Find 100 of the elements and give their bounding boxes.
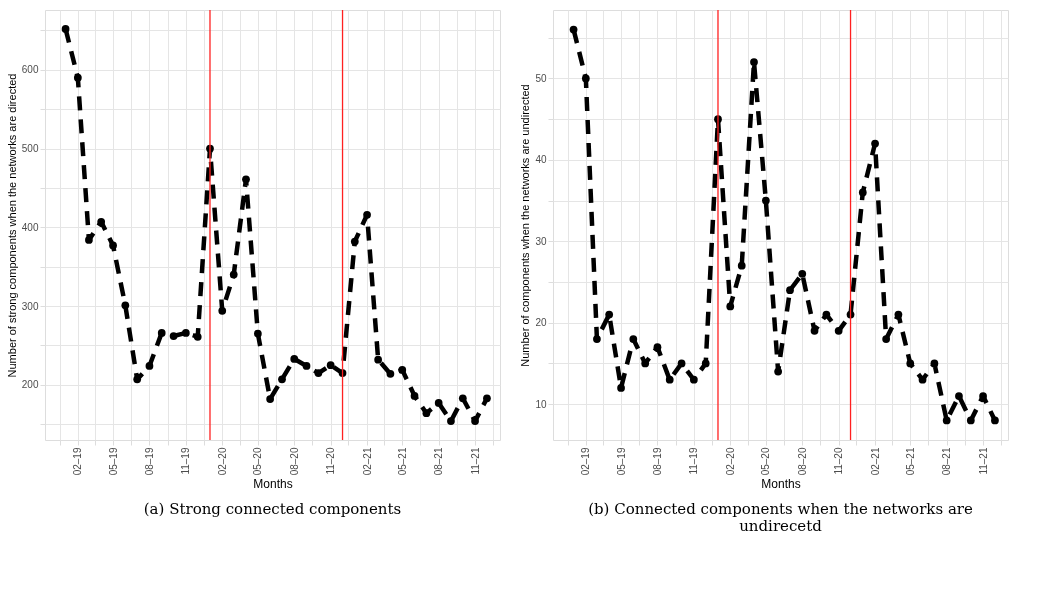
x-tick-label: 02–19 xyxy=(580,447,592,476)
point xyxy=(942,416,951,425)
point xyxy=(121,301,130,310)
point xyxy=(374,355,383,364)
x-tick-label: 05–20 xyxy=(760,447,772,476)
point xyxy=(761,196,770,205)
point xyxy=(906,359,915,368)
point xyxy=(447,417,455,425)
point xyxy=(822,310,831,319)
point xyxy=(665,375,674,384)
point xyxy=(145,362,154,370)
point xyxy=(422,409,431,418)
point xyxy=(363,210,371,219)
point xyxy=(617,384,625,392)
point xyxy=(398,366,407,374)
point xyxy=(689,375,698,384)
y-tick-label: 500 xyxy=(21,143,39,155)
x-tick-label: 05–21 xyxy=(396,447,408,476)
point xyxy=(774,367,782,376)
x-tick-label: 05–19 xyxy=(615,447,627,476)
point xyxy=(483,394,491,403)
y-axis-title: Number of components when the networks are undirected xyxy=(519,84,532,367)
point xyxy=(458,394,467,403)
point xyxy=(85,236,93,244)
y-axis-title: Number of strong components when the networks are directed xyxy=(5,73,18,378)
point xyxy=(966,416,975,425)
point xyxy=(157,329,166,337)
x-tick-label: 02–20 xyxy=(724,447,736,476)
y-tick-label: 300 xyxy=(21,300,39,312)
point xyxy=(326,361,335,370)
point xyxy=(314,369,323,377)
x-tick-label: 02–21 xyxy=(361,447,373,476)
point xyxy=(350,237,359,246)
point xyxy=(894,310,903,319)
point xyxy=(278,375,286,384)
y-tick-label: 30 xyxy=(535,235,547,247)
y-tick-label: 20 xyxy=(535,317,547,329)
y-tick-label: 600 xyxy=(21,64,39,76)
point xyxy=(593,335,601,343)
text: (b) Connected components when the networks are undirecetd xyxy=(588,499,973,535)
y-tick-label: 40 xyxy=(535,154,547,166)
point xyxy=(181,329,190,337)
point xyxy=(410,392,419,400)
point xyxy=(109,241,117,250)
point xyxy=(253,329,262,338)
x-tick-label: 11–20 xyxy=(325,447,337,475)
x-tick-label: 02–19 xyxy=(72,447,84,476)
point xyxy=(229,270,238,279)
point xyxy=(266,395,274,403)
x-tick-label: 08–21 xyxy=(433,447,445,476)
point xyxy=(193,332,202,341)
text: (a) Strong connected components xyxy=(143,499,402,518)
x-tick-label: 11–19 xyxy=(688,447,700,475)
x-tick-label: 05–19 xyxy=(107,447,119,476)
point xyxy=(701,359,710,368)
point xyxy=(834,327,843,335)
x-tick-label: 08–19 xyxy=(143,447,155,476)
point xyxy=(133,375,142,384)
point xyxy=(750,58,758,66)
point xyxy=(605,310,614,319)
y-tick-label: 200 xyxy=(21,379,39,391)
point xyxy=(653,343,662,352)
point xyxy=(991,416,999,425)
point xyxy=(218,306,227,315)
x-tick-label: 08–19 xyxy=(651,447,663,476)
point xyxy=(629,335,638,343)
point xyxy=(737,261,746,270)
point xyxy=(786,286,794,295)
x-tick-label: 11–20 xyxy=(833,447,845,475)
y-tick-label: 400 xyxy=(21,221,39,233)
x-axis-title: Months xyxy=(253,477,293,492)
point xyxy=(677,359,686,368)
x-tick-label: 02–21 xyxy=(869,447,881,476)
point xyxy=(918,375,927,384)
point xyxy=(434,399,443,407)
y-tick-label: 50 xyxy=(535,72,547,84)
y-tick-label: 10 xyxy=(535,398,547,410)
point xyxy=(386,369,395,378)
point xyxy=(930,359,939,368)
x-tick-label: 11–21 xyxy=(469,447,481,475)
point xyxy=(302,362,311,370)
x-tick-label: 11–21 xyxy=(977,447,989,475)
x-axis-title: Months xyxy=(761,477,801,492)
x-tick-label: 05–20 xyxy=(252,447,264,476)
point xyxy=(882,335,891,343)
x-tick-label: 02–20 xyxy=(216,447,228,476)
x-tick-label: 05–21 xyxy=(904,447,916,476)
point xyxy=(798,270,807,278)
point xyxy=(242,175,250,184)
point xyxy=(73,73,82,82)
x-tick-label: 08–20 xyxy=(796,447,808,476)
x-tick-label: 11–19 xyxy=(180,447,192,475)
point xyxy=(979,392,987,400)
point xyxy=(871,139,879,148)
point xyxy=(955,392,963,400)
point xyxy=(169,332,178,340)
x-tick-label: 08–20 xyxy=(288,447,300,476)
point xyxy=(61,25,70,33)
point xyxy=(569,25,578,34)
point xyxy=(810,327,819,335)
